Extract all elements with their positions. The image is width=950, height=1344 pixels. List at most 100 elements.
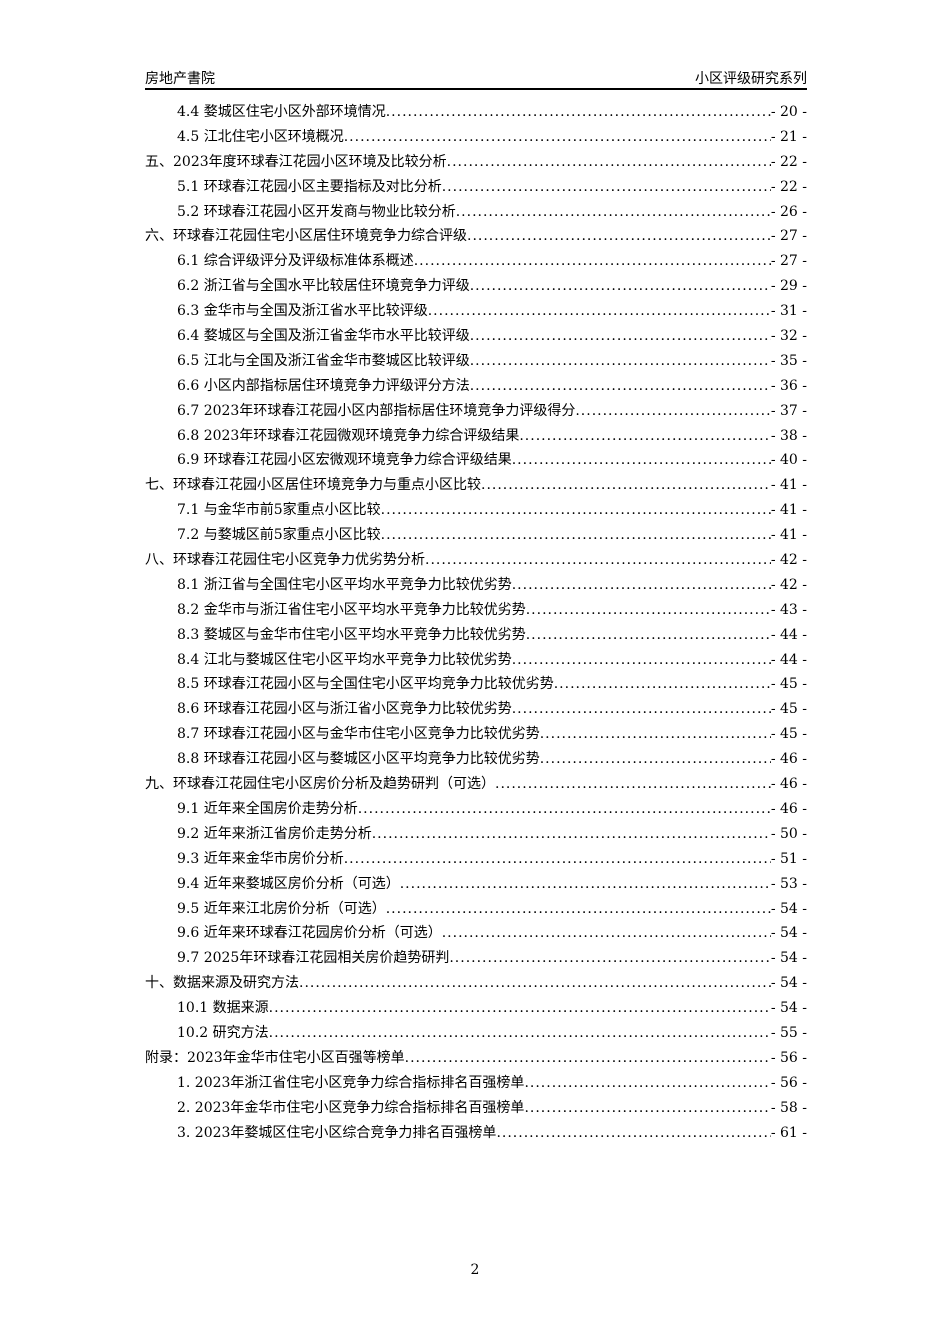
toc-section-entry[interactable]: 4.5 江北住宅小区环境概况 - 21 - xyxy=(145,125,807,150)
toc-entry-title: 九、环球春江花园住宅小区房价分析及趋势研判（可选） xyxy=(145,776,495,793)
toc-entry-title: 8.7 环球春江花园小区与金华市住宅小区竞争力比较优劣势 xyxy=(177,726,540,743)
toc-dot-leader xyxy=(381,498,771,523)
toc-dot-leader xyxy=(344,125,771,150)
toc-dot-leader xyxy=(526,623,771,648)
toc-entry-page: - 54 - xyxy=(770,925,807,942)
toc-dot-leader xyxy=(575,399,770,424)
toc-section-entry[interactable]: 6.2 浙江省与全国水平比较居住环境竞争力评级 - 29 - xyxy=(145,274,807,299)
toc-section-entry[interactable]: 5.1 环球春江花园小区主要指标及对比分析 - 22 - xyxy=(145,175,807,200)
toc-entry-title: 七、环球春江花园小区居住环境竞争力与重点小区比较 xyxy=(145,477,481,494)
toc-entry-title: 十、数据来源及研究方法 xyxy=(145,975,299,992)
toc-entry-page: - 20 - xyxy=(770,104,807,120)
toc-section-entry[interactable]: 8.4 江北与婺城区住宅小区平均水平竞争力比较优劣势 - 44 - xyxy=(145,648,807,673)
toc-section-entry[interactable]: 7.1 与金华市前5家重点小区比较 - 41 - xyxy=(145,498,807,523)
toc-section-entry[interactable]: 5.2 环球春江花园小区开发商与物业比较分析 - 26 - xyxy=(145,200,807,225)
toc-section-entry[interactable]: 8.5 环球春江花园小区与全国住宅小区平均竞争力比较优劣势 - 45 - xyxy=(145,672,807,697)
toc-entry-page: - 51 - xyxy=(770,850,807,867)
toc-entry-title: 8.1 浙江省与全国住宅小区平均水平竞争力比较优劣势 xyxy=(177,576,512,593)
toc-section-entry[interactable]: 8.6 环球春江花园小区与浙江省小区竞争力比较优劣势 - 45 - xyxy=(145,697,807,722)
toc-dot-leader xyxy=(449,946,770,971)
toc-dot-leader xyxy=(540,722,771,747)
toc-entry-page: - 41 - xyxy=(770,502,807,519)
toc-entry-page: - 27 - xyxy=(770,228,807,245)
toc-section-entry[interactable]: 9.6 近年来环球春江花园房价分析（可选） - 54 - xyxy=(145,921,807,946)
toc-section-entry[interactable]: 8.2 金华市与浙江省住宅小区平均水平竞争力比较优劣势 - 43 - xyxy=(145,598,807,623)
toc-section-entry[interactable]: 8.3 婺城区与金华市住宅小区平均水平竞争力比较优劣势 - 44 - xyxy=(145,623,807,648)
toc-entry-page: - 38 - xyxy=(770,427,807,444)
toc-entry-page: - 27 - xyxy=(770,253,807,270)
toc-entry-title: 7.2 与婺城区前5家重点小区比较 xyxy=(177,527,381,544)
toc-section-entry[interactable]: 8.7 环球春江花园小区与金华市住宅小区竞争力比较优劣势 - 45 - xyxy=(145,722,807,747)
toc-entry-title: 6.2 浙江省与全国水平比较居住环境竞争力评级 xyxy=(177,278,470,295)
toc-entry-title: 5.2 环球春江花园小区开发商与物业比较分析 xyxy=(177,203,456,220)
toc-section-entry[interactable]: 6.4 婺城区与全国及浙江省金华市水平比较评级 - 32 - xyxy=(145,324,807,349)
toc-dot-leader xyxy=(386,897,771,922)
toc-entry-page: - 46 - xyxy=(770,800,807,817)
toc-dot-leader xyxy=(299,971,771,996)
toc-dot-leader xyxy=(425,548,771,573)
toc-section-entry[interactable]: 7.2 与婺城区前5家重点小区比较 - 41 - xyxy=(145,523,807,548)
toc-section-entry[interactable]: 8.1 浙江省与全国住宅小区平均水平竞争力比较优劣势 - 42 - xyxy=(145,573,807,598)
toc-section-entry[interactable]: 1. 2023年浙江省住宅小区竞争力综合指标排名百强榜单 - 56 - xyxy=(145,1071,807,1096)
toc-dot-leader xyxy=(456,200,771,225)
toc-chapter-entry[interactable]: 六、环球春江花园住宅小区居住环境竞争力综合评级 - 27 - xyxy=(145,224,807,249)
toc-entry-title: 八、环球春江花园住宅小区竞争力优劣势分析 xyxy=(145,552,425,569)
toc-section-entry[interactable]: 6.3 金华市与全国及浙江省水平比较评级 - 31 - xyxy=(145,299,807,324)
toc-dot-leader xyxy=(496,1121,770,1146)
toc-entry-page: - 44 - xyxy=(770,651,807,668)
toc-entry-title: 6.7 2023年环球春江花园小区内部指标居住环境竞争力评级得分 xyxy=(177,402,576,419)
toc-entry-page: - 54 - xyxy=(770,900,807,917)
toc-entry-title: 8.3 婺城区与金华市住宅小区平均水平竞争力比较优劣势 xyxy=(177,626,526,643)
toc-dot-leader xyxy=(526,598,771,623)
toc-chapter-entry[interactable]: 八、环球春江花园住宅小区竞争力优劣势分析 - 42 - xyxy=(145,548,807,573)
toc-section-entry[interactable]: 8.8 环球春江花园小区与婺城区小区平均竞争力比较优劣势 - 46 - xyxy=(145,747,807,772)
toc-section-entry[interactable]: 4.4 婺城区住宅小区外部环境情况 - 20 - xyxy=(145,100,807,125)
toc-dot-leader xyxy=(512,573,771,598)
toc-section-entry[interactable]: 6.7 2023年环球春江花园小区内部指标居住环境竞争力评级得分 - 37 - xyxy=(145,399,807,424)
toc-section-entry[interactable]: 6.8 2023年环球春江花园微观环境竞争力综合评级结果 - 38 - xyxy=(145,424,807,449)
toc-entry-page: - 61 - xyxy=(770,1124,807,1141)
toc-chapter-entry[interactable]: 五、2023年度环球春江花园小区环境及比较分析 - 22 - xyxy=(145,150,807,175)
toc-section-entry[interactable]: 6.5 江北与全国及浙江省金华市婺城区比较评级 - 35 - xyxy=(145,349,807,374)
toc-entry-page: - 45 - xyxy=(770,676,807,693)
toc-section-entry[interactable]: 10.1 数据来源 - 54 - xyxy=(145,996,807,1021)
toc-section-entry[interactable]: 3. 2023年婺城区住宅小区综合竞争力排名百强榜单 - 61 - xyxy=(145,1121,807,1146)
toc-entry-title: 附录：2023年金华市住宅小区百强等榜单 xyxy=(145,1049,405,1066)
toc-section-entry[interactable]: 6.1 综合评级评分及评级标准体系概述 - 27 - xyxy=(145,249,807,274)
toc-chapter-entry[interactable]: 附录：2023年金华市住宅小区百强等榜单 - 56 - xyxy=(145,1046,807,1071)
toc-entry-page: - 26 - xyxy=(770,203,807,220)
toc-dot-leader xyxy=(467,224,771,249)
toc-section-entry[interactable]: 2. 2023年金华市住宅小区竞争力综合指标排名百强榜单 - 58 - xyxy=(145,1096,807,1121)
toc-entry-page: - 54 - xyxy=(770,975,807,992)
toc-entry-page: - 32 - xyxy=(770,328,807,345)
toc-section-entry[interactable]: 6.9 环球春江花园小区宏微观环境竞争力综合评级结果 - 40 - xyxy=(145,448,807,473)
toc-entry-page: - 43 - xyxy=(770,601,807,618)
toc-section-entry[interactable]: 9.2 近年来浙江省房价走势分析 - 50 - xyxy=(145,822,807,847)
toc-dot-leader xyxy=(512,648,771,673)
toc-section-entry[interactable]: 6.6 小区内部指标居住环境竞争力评级评分方法 - 36 - xyxy=(145,374,807,399)
toc-chapter-entry[interactable]: 九、环球春江花园住宅小区房价分析及趋势研判（可选） - 46 - xyxy=(145,772,807,797)
toc-section-entry[interactable]: 9.4 近年来婺城区房价分析（可选） - 53 - xyxy=(145,872,807,897)
toc-dot-leader xyxy=(372,822,771,847)
toc-section-entry[interactable]: 10.2 研究方法 - 55 - xyxy=(145,1021,807,1046)
toc-dot-leader xyxy=(442,175,771,200)
toc-dot-leader xyxy=(400,872,771,897)
toc-entry-title: 8.6 环球春江花园小区与浙江省小区竞争力比较优劣势 xyxy=(177,701,512,718)
toc-section-entry[interactable]: 9.3 近年来金华市房价分析 - 51 - xyxy=(145,847,807,872)
toc-entry-page: - 35 - xyxy=(770,352,807,369)
toc-entry-page: - 58 - xyxy=(770,1099,807,1116)
toc-section-entry[interactable]: 9.5 近年来江北房价分析（可选） - 54 - xyxy=(145,897,807,922)
toc-entry-title: 6.4 婺城区与全国及浙江省金华市水平比较评级 xyxy=(177,328,470,345)
toc-entry-title: 8.8 环球春江花园小区与婺城区小区平均竞争力比较优劣势 xyxy=(177,751,540,768)
toc-entry-title: 8.5 环球春江花园小区与全国住宅小区平均竞争力比较优劣势 xyxy=(177,676,554,693)
toc-entry-title: 9.1 近年来全国房价走势分析 xyxy=(177,800,358,817)
toc-chapter-entry[interactable]: 十、数据来源及研究方法 - 54 - xyxy=(145,971,807,996)
toc-dot-leader xyxy=(495,772,771,797)
toc-entry-title: 8.4 江北与婺城区住宅小区平均水平竞争力比较优劣势 xyxy=(177,651,512,668)
toc-chapter-entry[interactable]: 七、环球春江花园小区居住环境竞争力与重点小区比较 - 41 - xyxy=(145,473,807,498)
toc-section-entry[interactable]: 9.1 近年来全国房价走势分析 - 46 - xyxy=(145,797,807,822)
toc-section-entry[interactable]: 9.7 2025年环球春江花园相关房价趋势研判 - 54 - xyxy=(145,946,807,971)
toc-dot-leader xyxy=(405,1046,771,1071)
toc-dot-leader xyxy=(481,473,771,498)
toc-dot-leader xyxy=(269,996,771,1021)
